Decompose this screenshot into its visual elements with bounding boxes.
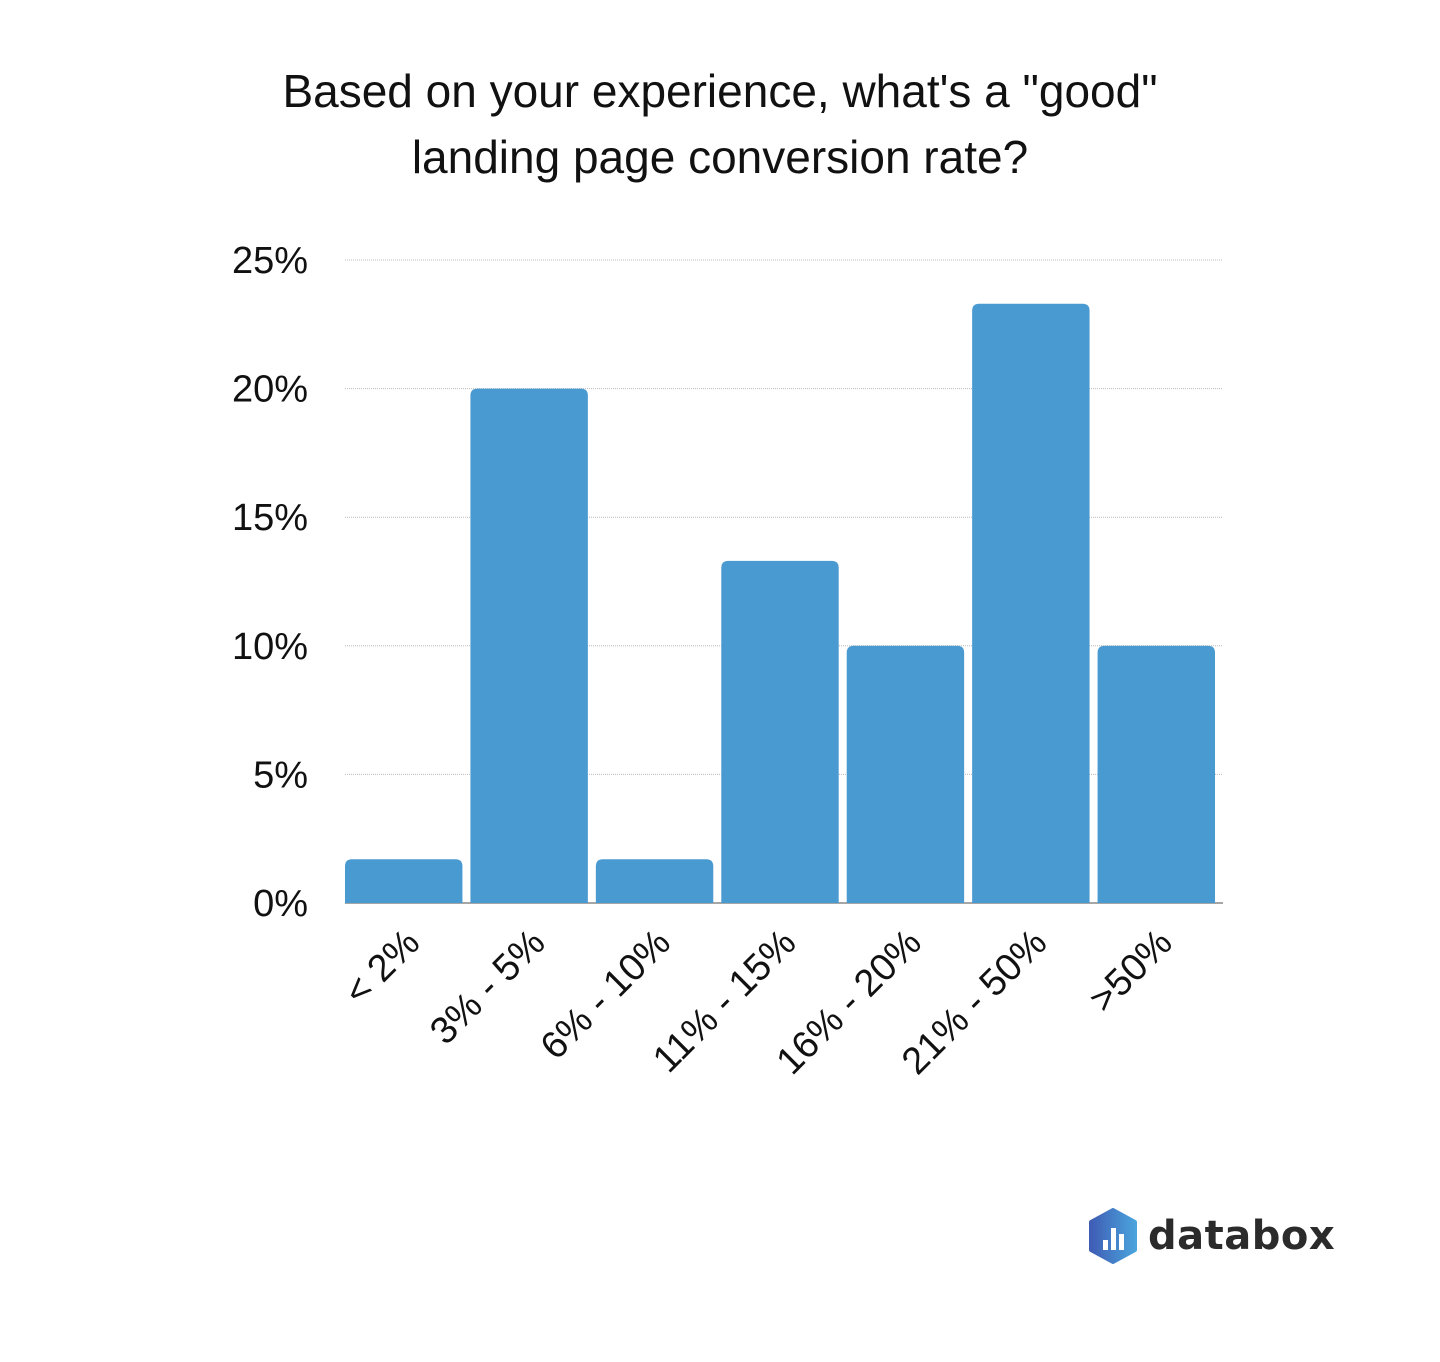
- bar: [972, 303, 1090, 903]
- bar: [470, 388, 588, 904]
- chart-title-line-2: landing page conversion rate?: [411, 131, 1029, 183]
- databox-logo-icon: [1089, 1208, 1137, 1264]
- bar: [721, 560, 839, 903]
- chart-title-line-1: Based on your experience, what's a "good…: [282, 65, 1158, 117]
- y-tick-label: 10%: [232, 626, 308, 668]
- bar: [1097, 645, 1215, 903]
- bar: [595, 859, 714, 903]
- x-tick-label: 3% - 5%: [422, 922, 553, 1053]
- databox-logo: databox: [1088, 1208, 1335, 1264]
- y-tick-label: 0%: [253, 883, 308, 925]
- y-tick-label: 5%: [253, 754, 308, 796]
- x-tick-label: < 2%: [336, 922, 428, 1014]
- y-tick-label: 15%: [232, 497, 308, 539]
- y-tick-label: 25%: [232, 240, 308, 282]
- logo-text: databox: [1148, 1213, 1336, 1259]
- chart-title: Based on your experience, what's a "good…: [0, 58, 1440, 190]
- x-tick-label: >50%: [1081, 922, 1180, 1021]
- bar: [345, 859, 463, 903]
- bar: [846, 645, 965, 903]
- y-tick-label: 20%: [232, 369, 308, 411]
